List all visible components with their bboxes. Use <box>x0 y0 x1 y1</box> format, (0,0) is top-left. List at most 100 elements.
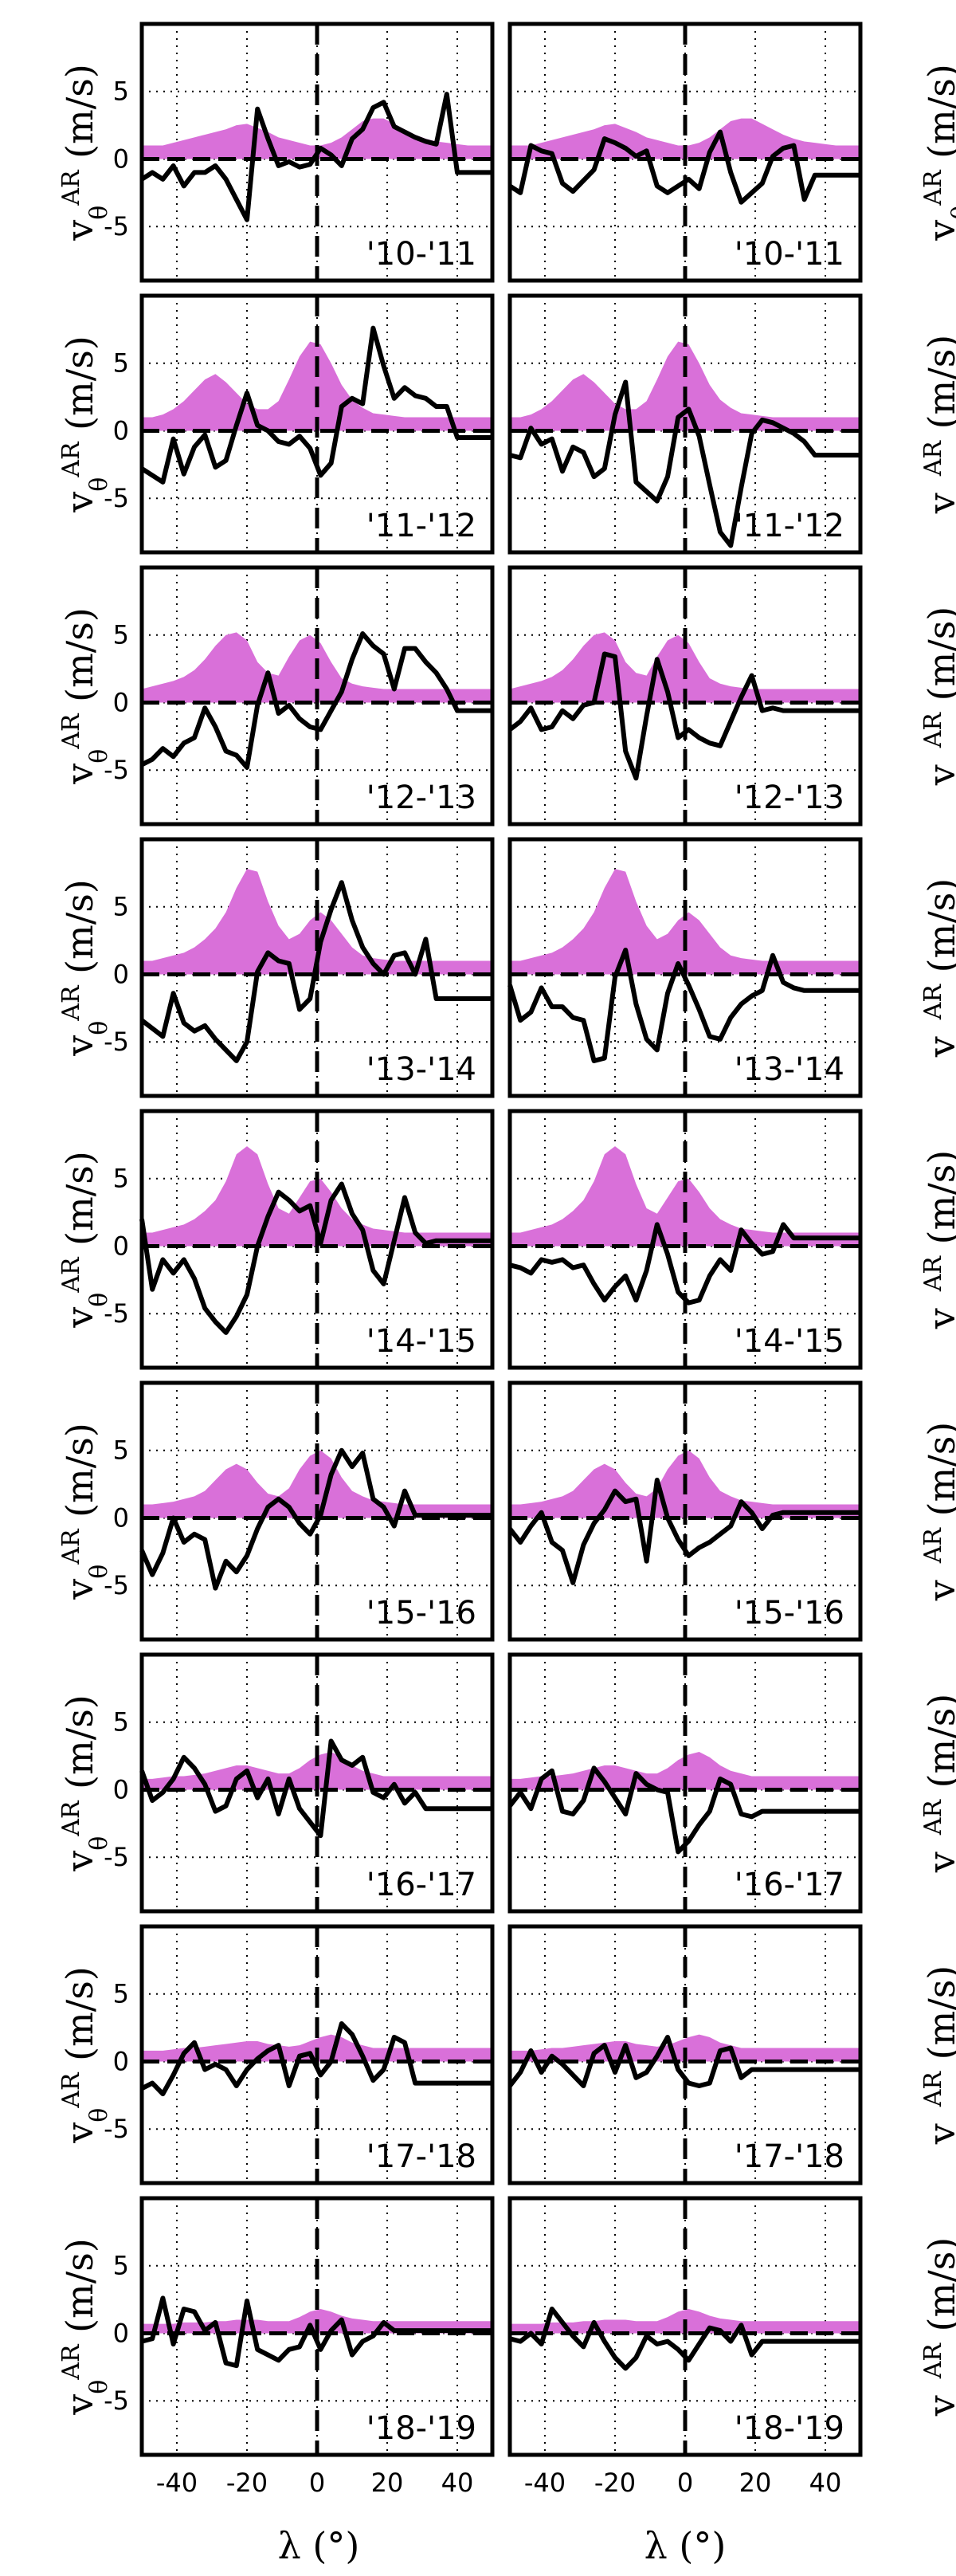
velocity-line-right <box>509 2306 860 2371</box>
x-tick-label: 40 <box>441 2468 474 2498</box>
activity-area <box>142 118 492 159</box>
y-tick-label: -5 <box>104 755 129 785</box>
panel-left-5: '15-'16 -5 0 5 <box>104 1380 495 1642</box>
period-label: '11-'12 <box>735 508 844 544</box>
y-axis-label-right: vφAR (m/s) <box>919 878 956 1058</box>
y-tick-label: 0 <box>113 143 129 174</box>
panel-frame <box>139 1109 495 1370</box>
y-axis-label-right: vφAR (m/s) <box>919 1150 956 1330</box>
panel-frame <box>139 1380 495 1642</box>
panel-left-0: '10-'11 -5 0 5 <box>104 22 495 283</box>
velocity-line-right <box>507 1765 860 1855</box>
y-tick-label: 5 <box>113 77 129 107</box>
panel-frame <box>507 1652 863 1914</box>
y-axis-label-right: vθAR (m/s) <box>919 64 956 242</box>
period-label: '16-'17 <box>366 1867 476 1903</box>
x-tick-label: -20 <box>594 2468 636 2498</box>
activity-area <box>510 118 860 159</box>
period-label: '13-'14 <box>735 1051 844 1088</box>
panel-frame <box>139 1652 495 1914</box>
y-tick-label: 0 <box>113 415 129 446</box>
y-tick-label: 0 <box>113 2318 129 2348</box>
period-label: '15-'16 <box>735 1595 844 1632</box>
period-label: '13-'14 <box>366 1051 476 1088</box>
velocity-line-left <box>139 1447 492 1591</box>
y-axis-label-left: vθAR (m/s) <box>57 879 113 1057</box>
panel-frame <box>507 837 863 1098</box>
activity-area <box>510 869 860 975</box>
panel-frame <box>139 22 495 283</box>
y-tick-label: 0 <box>113 1502 129 1533</box>
period-label: '10-'11 <box>735 236 844 273</box>
period-label: '11-'12 <box>366 508 476 544</box>
panel-right-5: '15-'16 <box>507 1380 863 1642</box>
panel-right-2: '12-'13 <box>507 565 863 827</box>
y-tick-label: 0 <box>113 959 129 989</box>
activity-area <box>510 1752 860 1790</box>
panel-left-8: '18-'19 -5 0 5 -40 -20 0 20 40 <box>104 2196 495 2498</box>
y-axis-label-left: vθAR (m/s) <box>57 2238 113 2416</box>
velocity-line-right <box>508 129 860 205</box>
y-axis-label-right: vφAR (m/s) <box>919 2237 956 2417</box>
panel-frame <box>507 2196 863 2457</box>
activity-area <box>142 1146 492 1247</box>
panel-frame <box>139 2196 495 2457</box>
y-axis-label-right: vφAR (m/s) <box>919 1694 956 1874</box>
activity-area <box>142 341 492 431</box>
panel-right-8: '18-'19 -40 -20 0 20 40 <box>507 2196 863 2498</box>
y-axis-label-right: vφAR (m/s) <box>919 607 956 787</box>
velocity-line-left <box>140 92 492 222</box>
y-axis-label-right: vφAR (m/s) <box>919 335 956 515</box>
y-tick-label: 5 <box>113 348 129 379</box>
panel-left-2: '12-'13 -5 0 5 <box>104 565 495 827</box>
y-tick-label: 0 <box>113 2046 129 2076</box>
velocity-line-left <box>140 880 492 1063</box>
velocity-line-right <box>507 947 860 1063</box>
y-axis-label-left: vθAR (m/s) <box>57 336 113 513</box>
y-axis-label-left: vθAR (m/s) <box>57 607 113 785</box>
period-label: '12-'13 <box>735 779 844 816</box>
velocity-line-left <box>139 1181 492 1335</box>
activity-area <box>510 341 860 431</box>
y-tick-label: 0 <box>113 1774 129 1804</box>
y-axis-label-right: vφAR (m/s) <box>919 1965 956 2146</box>
y-tick-label: -5 <box>104 2386 129 2416</box>
y-tick-label: -5 <box>104 211 129 242</box>
panel-frame <box>507 22 863 283</box>
panel-frame <box>507 293 863 555</box>
velocity-line-left <box>140 631 492 770</box>
velocity-line-left <box>139 1738 492 1839</box>
velocity-line-left <box>140 2021 492 2097</box>
y-axis-label-left: vθAR (m/s) <box>57 1694 113 1872</box>
y-tick-label: -5 <box>104 1842 129 1872</box>
period-label: '14-'15 <box>735 1323 844 1360</box>
y-tick-label: -5 <box>104 1570 129 1600</box>
x-tick-label: 20 <box>371 2468 404 2498</box>
panel-frame <box>507 1380 863 1642</box>
period-label: '17-'18 <box>735 2138 844 2175</box>
velocity-line-right <box>509 379 860 548</box>
velocity-line-left <box>141 2295 492 2369</box>
velocity-line-right <box>509 1222 860 1306</box>
x-axis-label-right: λ (°) <box>645 2524 727 2567</box>
y-tick-label: 0 <box>113 687 129 717</box>
period-label: '17-'18 <box>366 2138 476 2175</box>
y-axis-label-right: vφAR (m/s) <box>919 1422 956 1602</box>
x-axis-label-left: λ (°) <box>278 2524 360 2567</box>
period-label: '16-'17 <box>735 1867 844 1903</box>
panel-frame <box>507 1109 863 1370</box>
panel-frame <box>139 837 495 1098</box>
activity-area <box>142 869 492 975</box>
y-tick-label: -5 <box>104 1027 129 1057</box>
period-label: '18-'19 <box>735 2410 844 2447</box>
x-axis-labels: λ (°) λ (°) <box>278 2524 727 2567</box>
y-axis-label-left: vθAR (m/s) <box>57 1151 113 1329</box>
x-tick-label: 40 <box>809 2468 842 2498</box>
velocity-line-right <box>507 2034 860 2088</box>
panel-right-4: '14-'15 <box>507 1109 863 1370</box>
activity-area <box>142 1752 492 1790</box>
panel-left-4: '14-'15 -5 0 5 <box>104 1109 495 1370</box>
panel-frame <box>507 565 863 827</box>
panel-frame <box>139 1924 495 2185</box>
